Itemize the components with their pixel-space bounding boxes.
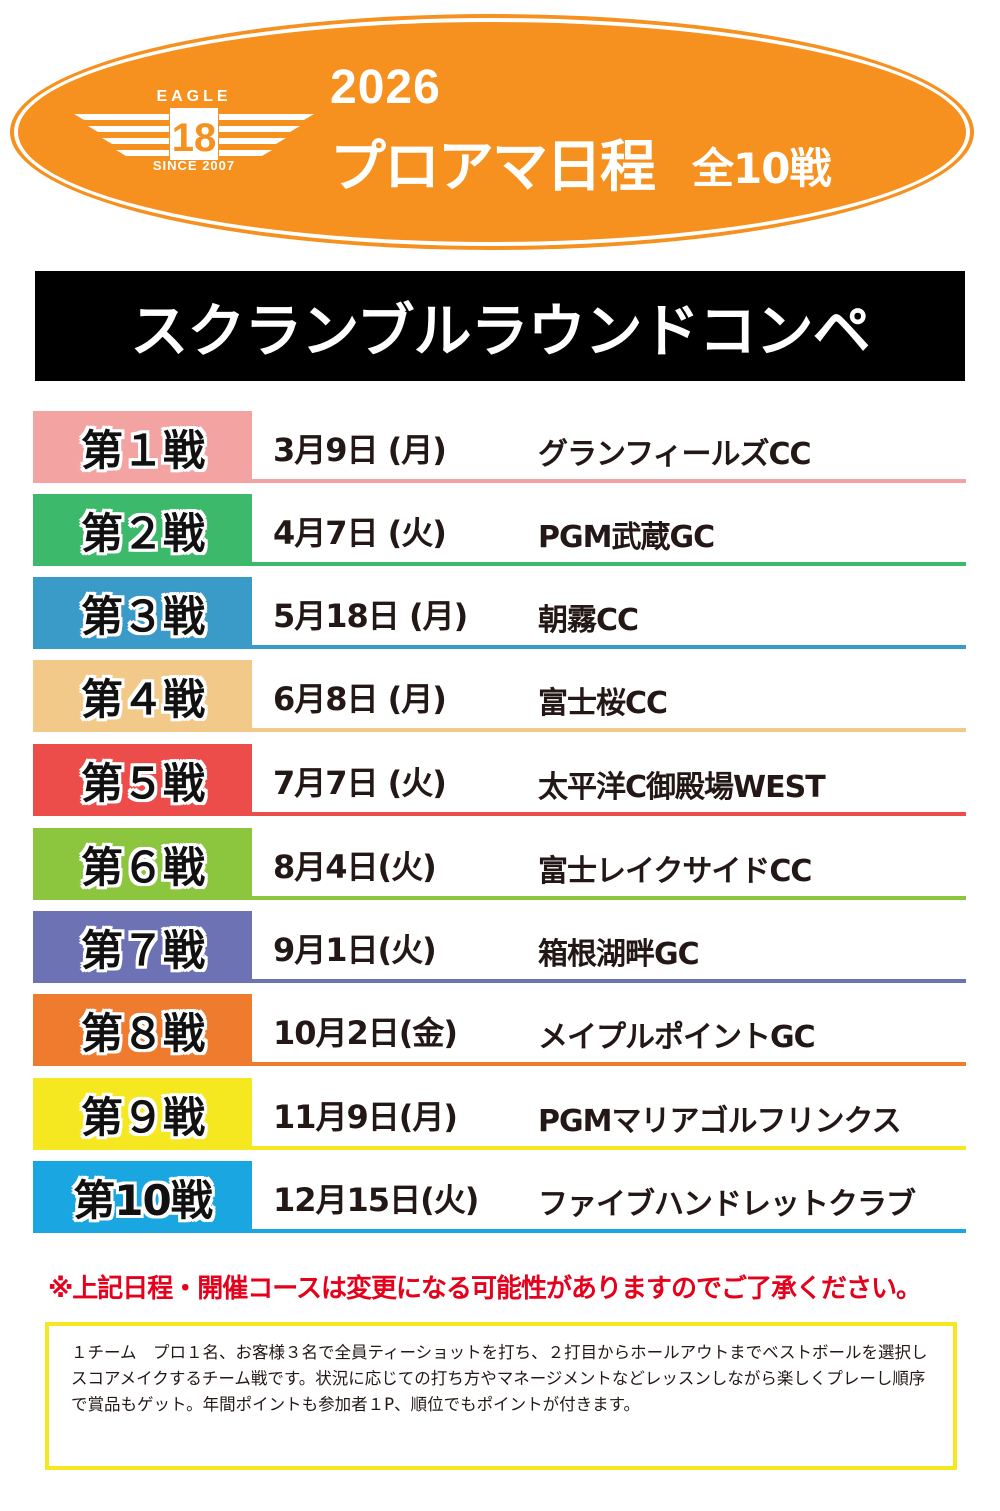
round-course: グランフィールズCC xyxy=(538,437,812,472)
description-box: １チーム プロ１名、お客様３名で全員ティーショットを打ち、２打目からホールアウト… xyxy=(45,1322,957,1470)
schedule-row: 第８戦 10月2日(金) メイプルポイントGC xyxy=(33,994,966,1066)
round-course: メイプルポイントGC xyxy=(538,1020,816,1055)
round-date: 4月7日 (火) xyxy=(273,514,447,552)
row-underline xyxy=(252,896,966,900)
row-underline xyxy=(252,645,966,649)
schedule-row: 第10戦 12月15日(火) ファイブハンドレットクラブ xyxy=(33,1161,966,1233)
schedule-row: 第５戦 7月7日 (火) 太平洋C御殿場WEST xyxy=(33,744,966,816)
round-label: 第５戦 xyxy=(33,744,252,816)
schedule-row: 第７戦 9月1日(火) 箱根湖畔GC xyxy=(33,911,966,983)
header-year: 2026 xyxy=(330,61,441,114)
change-notice: ※上記日程・開催コースは変更になる可能性がありますのでご了承ください。 xyxy=(48,1274,922,1304)
round-label: 第４戦 xyxy=(33,660,252,732)
round-label: 第８戦 xyxy=(33,994,252,1066)
description-text: １チーム プロ１名、お客様３名で全員ティーショットを打ち、２打目からホールアウト… xyxy=(71,1343,928,1414)
round-course: PGMマリアゴルフリンクス xyxy=(538,1104,902,1139)
round-date: 7月7日 (火) xyxy=(273,764,447,802)
logo-number: 18 xyxy=(172,116,217,160)
row-underline xyxy=(252,979,966,983)
round-label: 第６戦 xyxy=(33,828,252,900)
eagle18-logo: EAGLE 18 SINCE 2007 xyxy=(74,88,314,198)
row-underline xyxy=(252,1062,966,1066)
row-underline xyxy=(252,562,966,566)
round-course: PGM武蔵GC xyxy=(538,520,715,555)
schedule-row: 第３戦 5月18日 (月) 朝霧CC xyxy=(33,577,966,649)
round-label: 第10戦 xyxy=(33,1161,252,1233)
row-underline xyxy=(252,728,966,732)
logo-since-text: SINCE 2007 xyxy=(152,158,236,173)
schedule-row: 第４戦 6月8日 (月) 富士桜CC xyxy=(33,660,966,732)
round-date: 12月15日(火) xyxy=(273,1181,479,1219)
round-date: 3月9日 (月) xyxy=(273,431,447,469)
round-date: 5月18日 (月) xyxy=(273,597,468,635)
row-underline xyxy=(252,1146,966,1150)
round-course: ファイブハンドレットクラブ xyxy=(538,1187,916,1222)
round-course: 富士桜CC xyxy=(538,686,668,721)
round-date: 9月1日(火) xyxy=(273,931,437,969)
logo-eagle-text: EAGLE xyxy=(156,88,232,105)
row-underline xyxy=(252,1229,966,1233)
round-label: 第２戦 xyxy=(33,494,252,566)
round-date: 8月4日(火) xyxy=(273,848,437,886)
row-underline xyxy=(252,479,966,483)
round-course: 朝霧CC xyxy=(538,603,639,638)
schedule-row: 第２戦 4月7日 (火) PGM武蔵GC xyxy=(33,494,966,566)
round-date: 10月2日(金) xyxy=(273,1014,458,1052)
wings-icon: 18 xyxy=(74,108,314,160)
round-label: 第１戦 xyxy=(33,411,252,483)
event-banner-text: スクランブルラウンドコンペ xyxy=(130,297,870,365)
header-count: 全10戦 xyxy=(692,144,831,193)
round-date: 11月9日(月) xyxy=(273,1098,458,1136)
round-label: 第９戦 xyxy=(33,1078,252,1150)
row-underline xyxy=(252,812,966,816)
schedule-row: 第９戦 11月9日(月) PGMマリアゴルフリンクス xyxy=(33,1078,966,1150)
schedule-row: 第１戦 3月9日 (月) グランフィールズCC xyxy=(33,411,966,483)
event-banner: スクランブルラウンドコンペ xyxy=(35,271,965,381)
round-course: 箱根湖畔GC xyxy=(538,937,700,972)
round-label: 第７戦 xyxy=(33,911,252,983)
round-date: 6月8日 (月) xyxy=(273,680,447,718)
round-course: 富士レイクサイドCC xyxy=(538,854,812,889)
schedule-row: 第６戦 8月4日(火) 富士レイクサイドCC xyxy=(33,828,966,900)
round-label: 第３戦 xyxy=(33,577,252,649)
header-title: プロアマ日程 xyxy=(330,135,656,200)
round-course: 太平洋C御殿場WEST xyxy=(538,770,826,805)
